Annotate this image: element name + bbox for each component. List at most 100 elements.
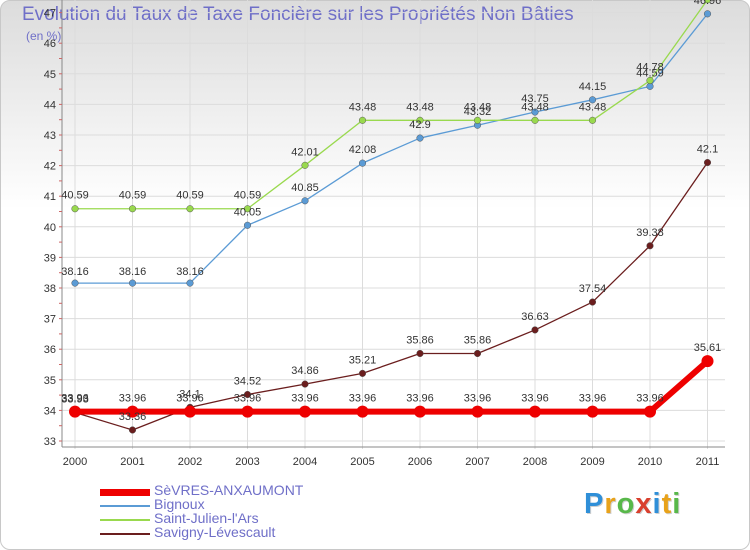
y-tick-label: 38 [44, 283, 56, 295]
data-label: 33.96 [636, 393, 664, 405]
series-lines [69, 0, 714, 434]
data-point [588, 116, 597, 124]
data-point [186, 205, 194, 213]
data-label: 33.96 [234, 393, 262, 405]
data-point [126, 405, 139, 418]
legend-swatch [100, 505, 150, 507]
data-label: 44.78 [636, 62, 664, 74]
data-label: 43.48 [349, 101, 377, 113]
data-point [186, 279, 194, 287]
data-label: 33.96 [579, 393, 607, 405]
x-tick-label: 2009 [580, 456, 604, 468]
data-label: 38.16 [119, 266, 147, 278]
data-label: 44.15 [579, 81, 607, 93]
data-point [301, 161, 309, 169]
data-point [588, 96, 597, 104]
data-label: 40.59 [234, 190, 262, 202]
data-point [356, 405, 369, 418]
data-point [416, 134, 424, 142]
series-line-0 [75, 358, 710, 415]
data-point [473, 349, 482, 358]
data-point [301, 197, 309, 205]
chart-title: Evolution du Taux de Taxe Foncière sur l… [22, 4, 574, 25]
data-label: 35.21 [349, 354, 377, 366]
data-point [414, 405, 426, 418]
data-label: 33.96 [119, 393, 147, 405]
data-label: 33.96 [291, 393, 319, 405]
legend-swatch [100, 533, 150, 535]
data-point [184, 405, 196, 418]
data-labels: 33.96 33.96 33.96 33.96 33.96 33.96 33.96 33.96… [61, 0, 721, 423]
x-tick-label: 2003 [235, 456, 259, 468]
y-tick-label: 40 [44, 222, 56, 234]
data-label: 34.52 [234, 375, 262, 387]
data-point [588, 298, 597, 306]
data-point [703, 158, 712, 167]
y-tick-label: 33 [44, 436, 56, 448]
y-tick-label: 41 [44, 191, 56, 203]
data-point [586, 405, 599, 418]
data-point [71, 279, 79, 287]
data-label: 35.61 [694, 342, 722, 354]
data-label: 33.96 [349, 393, 377, 405]
gridlines [62, 0, 725, 449]
y-tick-label: 39 [44, 252, 56, 264]
data-label: 40.59 [176, 190, 204, 202]
legend-label: Saint-Julien-l'Ars [154, 510, 259, 526]
data-label: 33.96 [464, 393, 492, 405]
data-point [243, 205, 252, 213]
data-point [416, 116, 424, 124]
series-line-1 [75, 13, 709, 284]
data-label: 38.16 [61, 266, 89, 278]
y-tick-label: 37 [44, 314, 56, 326]
data-point [358, 159, 367, 167]
data-label: 43.48 [579, 101, 607, 113]
unit-label: (en %) [26, 29, 62, 43]
legend-label: Savigny-Lévescault [154, 524, 276, 540]
y-tick-label: 35 [44, 375, 56, 387]
data-label: 43.75 [521, 93, 549, 105]
y-tick-label: 43 [44, 130, 56, 142]
data-point [243, 390, 252, 399]
y-tick-label: 36 [44, 344, 56, 356]
data-label: 43.48 [464, 101, 492, 113]
data-point [299, 405, 311, 418]
data-label: 43.48 [406, 101, 434, 113]
data-point [241, 405, 254, 418]
x-tick-label: 2011 [696, 456, 720, 468]
data-point [646, 76, 654, 85]
data-point [358, 369, 367, 377]
legend-label: SèVRES-ANXAUMONT [154, 482, 304, 498]
data-label: 33.96 [61, 393, 89, 405]
data-point [646, 242, 654, 250]
data-label: 33.36 [119, 411, 147, 423]
data-label: 42.01 [291, 146, 319, 158]
y-tick-label: 42 [44, 161, 56, 173]
x-tick-label: 2010 [638, 456, 662, 468]
data-point [416, 349, 424, 358]
data-point [358, 116, 367, 124]
legend-label: Bignoux [154, 496, 205, 512]
legend-swatch [100, 489, 150, 496]
data-label: 40.85 [291, 182, 319, 194]
series-line-2 [75, 0, 709, 210]
data-label: 36.63 [521, 311, 549, 323]
data-label: 40.59 [119, 190, 147, 202]
data-point [703, 0, 712, 4]
axes: 3334353637383940414243444546474820002001… [44, 0, 725, 468]
data-label: 42.08 [349, 144, 377, 156]
data-label: 46.96 [694, 0, 722, 7]
x-tick-label: 2001 [120, 456, 144, 468]
x-tick-label: 2000 [63, 456, 87, 468]
data-label: 40.05 [234, 206, 262, 218]
legend-swatch [100, 519, 150, 521]
x-tick-label: 2005 [350, 456, 374, 468]
data-point [471, 405, 484, 418]
data-label: 39.38 [636, 227, 664, 239]
data-label: 44.59 [636, 67, 664, 79]
data-label: 42.9 [409, 119, 430, 131]
proxiti-logo: Proxiti [584, 488, 682, 520]
data-label: 33.96 [521, 393, 549, 405]
data-point [128, 279, 137, 287]
